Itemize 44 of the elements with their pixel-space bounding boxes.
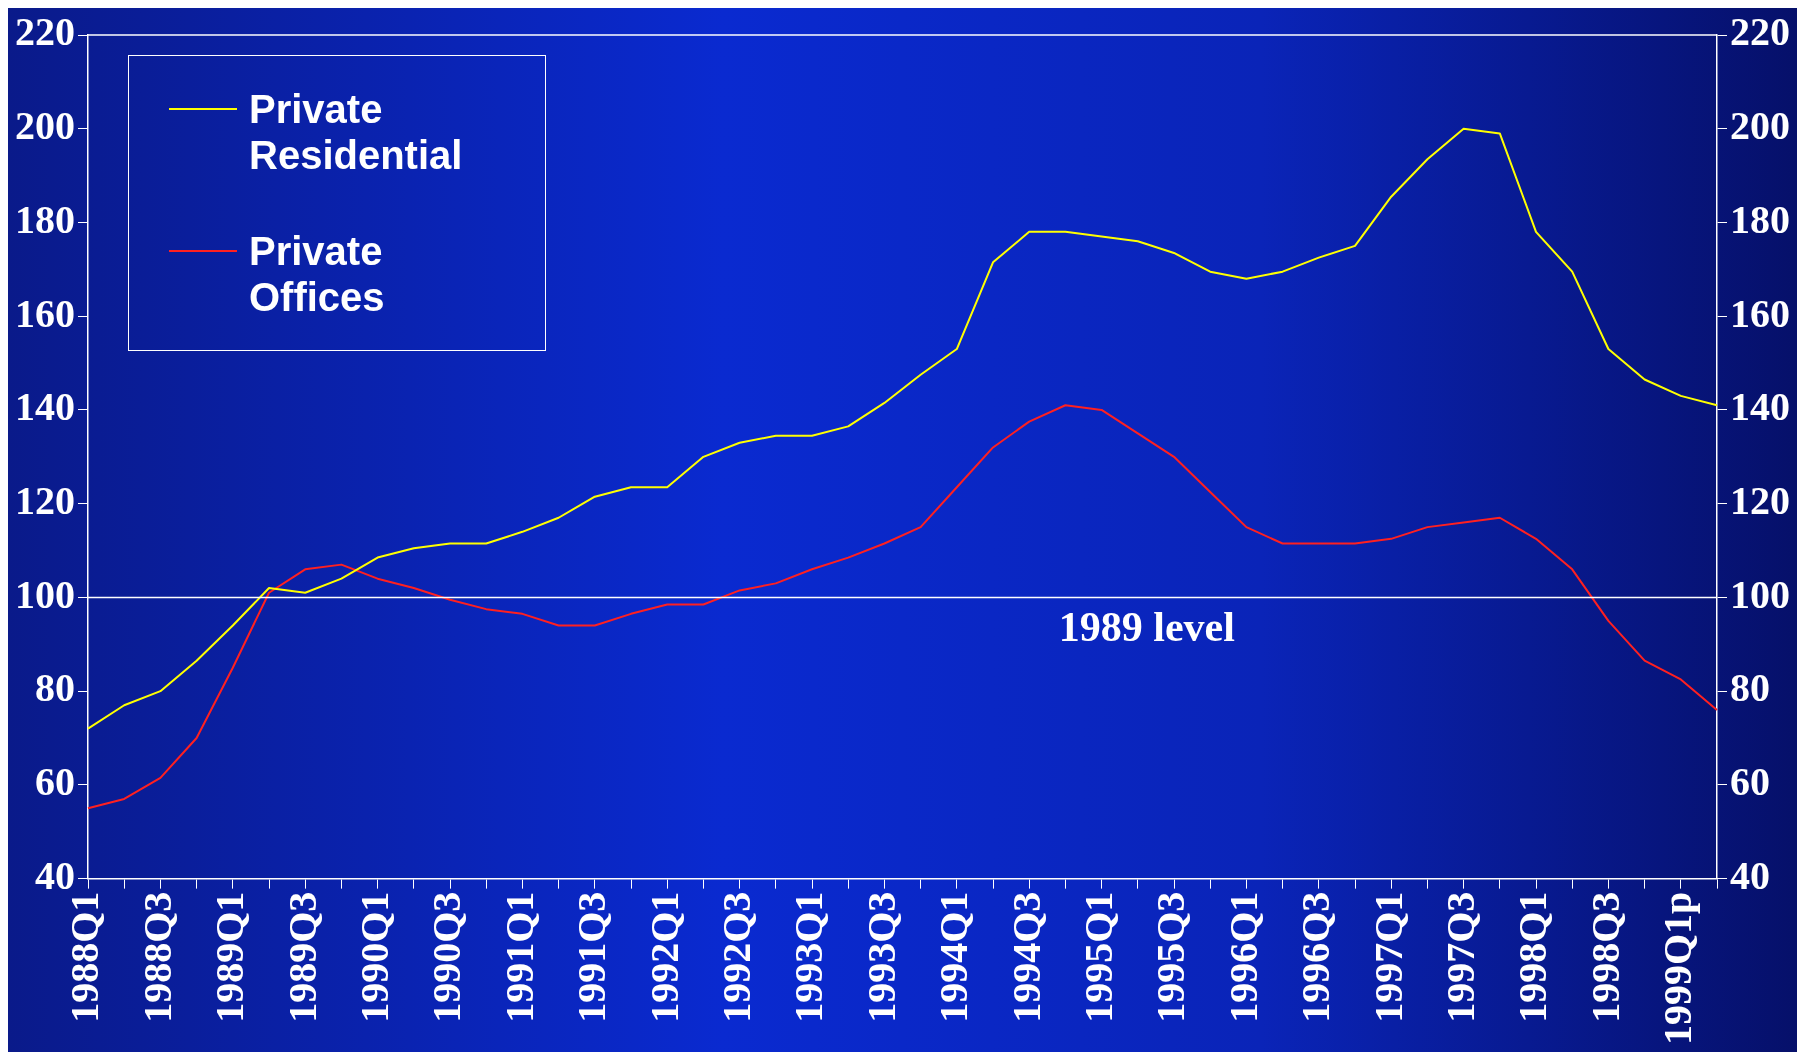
x-tick-label: 1994Q3 [1003, 891, 1049, 1023]
y2-tick-label: 180 [1730, 196, 1790, 242]
x-tick-label: 1998Q3 [1582, 891, 1628, 1023]
y-tick-label: 140 [15, 384, 75, 430]
y2-tick-label: 160 [1730, 290, 1790, 336]
x-tick-label: 1992Q1 [641, 891, 687, 1023]
y2-tick-label: 220 [1730, 9, 1790, 55]
y2-tick-label: 80 [1730, 665, 1770, 711]
x-tick-label: 1993Q1 [786, 891, 832, 1023]
y-tick-label: 200 [15, 103, 75, 149]
y2-tick-label: 60 [1730, 759, 1770, 805]
x-tick-label: 1997Q3 [1437, 891, 1483, 1023]
x-tick-label: 1997Q1 [1365, 891, 1411, 1023]
y-tick-label: 120 [15, 478, 75, 524]
legend-label: Private Residential [249, 86, 464, 178]
x-tick-label: 1993Q3 [858, 891, 904, 1023]
y-tick-label: 220 [15, 9, 75, 55]
x-tick-label: 1996Q3 [1293, 891, 1339, 1023]
x-tick-label: 1995Q1 [1075, 891, 1121, 1023]
x-tick-label: 1999Q1p [1655, 891, 1701, 1045]
y-tick-label: 160 [15, 290, 75, 336]
x-tick-label: 1990Q1 [351, 891, 397, 1023]
y2-tick-label: 120 [1730, 478, 1790, 524]
x-tick-label: 1989Q3 [279, 891, 325, 1023]
x-tick-label: 1988Q3 [134, 891, 180, 1023]
y2-tick-label: 140 [1730, 384, 1790, 430]
ref-line-label: 1989 level [1058, 604, 1235, 651]
x-tick-label: 1991Q3 [569, 891, 615, 1023]
x-tick-label: 1991Q1 [496, 891, 542, 1023]
y2-tick-label: 40 [1730, 852, 1770, 898]
x-tick-label: 1992Q3 [713, 891, 759, 1023]
x-tick-label: 1995Q3 [1148, 891, 1194, 1023]
y-tick-label: 80 [35, 665, 75, 711]
x-tick-label: 1989Q1 [207, 891, 253, 1023]
y-tick-label: 180 [15, 196, 75, 242]
legend-label: Private Offices [249, 228, 386, 320]
x-tick-label: 1990Q3 [424, 891, 470, 1023]
x-tick-label: 1994Q1 [931, 891, 977, 1023]
y2-tick-label: 200 [1730, 103, 1790, 149]
y-tick-label: 100 [15, 571, 75, 617]
x-tick-label: 1998Q1 [1510, 891, 1556, 1023]
y-tick-label: 60 [35, 759, 75, 805]
y2-tick-label: 100 [1730, 571, 1790, 617]
x-tick-label: 1996Q1 [1220, 891, 1266, 1023]
